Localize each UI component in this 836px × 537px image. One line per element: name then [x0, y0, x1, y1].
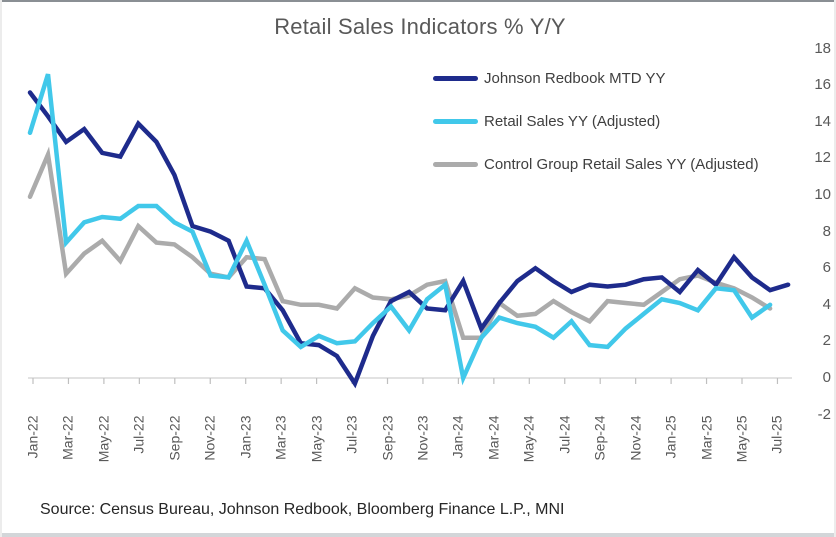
- x-axis-label-Jul-25: Jul-25: [768, 415, 785, 454]
- x-axis-label-Jul-24: Jul-24: [556, 415, 573, 454]
- legend-label-retail-sales: Retail Sales YY (Adjusted): [484, 113, 661, 130]
- x-axis-label-Jul-22: Jul-22: [130, 415, 147, 454]
- x-axis-label-Mar-23: Mar-23: [272, 415, 289, 460]
- retail-sales-line-swatch-icon: [433, 119, 478, 124]
- legend-label-redbook: Johnson Redbook MTD YY: [484, 70, 666, 87]
- x-axis-label-Nov-24: Nov-24: [627, 415, 644, 461]
- y-axis-label-0: 0: [822, 369, 831, 386]
- x-axis-label-Jan-25: Jan-25: [662, 415, 679, 459]
- x-axis-label-Mar-25: Mar-25: [698, 415, 715, 460]
- x-axis-label-Jan-23: Jan-23: [237, 415, 254, 459]
- y-axis-label-8: 8: [822, 222, 831, 240]
- redbook-line-swatch-icon: [433, 76, 478, 81]
- x-axis-label-Nov-22: Nov-22: [201, 415, 218, 461]
- y-axis-label-10: 10: [814, 186, 831, 203]
- legend-item-retail-sales: Retail Sales YY (Adjusted): [433, 113, 813, 130]
- x-axis-label-Nov-23: Nov-23: [414, 415, 431, 461]
- y-axis-label--2: -2: [817, 405, 831, 423]
- x-axis-label-Sep-24: Sep-24: [591, 415, 608, 461]
- x-axis-label-May-24: May-24: [520, 415, 537, 463]
- y-axis-label-16: 16: [814, 76, 831, 94]
- y-axis-label-12: 12: [814, 149, 831, 167]
- x-axis-label-May-22: May-22: [95, 415, 112, 463]
- y-axis-label-14: 14: [814, 112, 831, 130]
- x-axis-label-May-23: May-23: [308, 415, 325, 463]
- legend: Johnson Redbook MTD YY Retail Sales YY (…: [433, 70, 813, 199]
- y-axis-label-2: 2: [822, 332, 831, 350]
- plot-area: [27, 73, 792, 389]
- x-axis-label-Mar-24: Mar-24: [485, 415, 502, 460]
- card-top-border: [2, 0, 834, 2]
- y-axis-label-4: 4: [822, 295, 831, 313]
- source-note: Source: Census Bureau, Johnson Redbook, …: [40, 501, 565, 518]
- card-bottom-border: [2, 533, 834, 537]
- x-axis-label-Sep-23: Sep-23: [379, 415, 395, 461]
- x-axis-label-Sep-22: Sep-22: [166, 415, 183, 461]
- series-line-1: [27, 73, 773, 386]
- x-axis-label-Jan-24: Jan-24: [449, 415, 466, 459]
- legend-label-control-group: Control Group Retail Sales YY (Adjusted): [484, 156, 759, 173]
- x-axis-label-May-25: May-25: [733, 415, 750, 463]
- x-axis-label-Mar-22: Mar-22: [59, 415, 76, 460]
- chart-title: Retail Sales Indicators % Y/Y: [274, 14, 566, 39]
- x-axis-label-Jul-23: Jul-23: [343, 415, 360, 454]
- y-axis-label-6: 6: [822, 259, 831, 277]
- x-axis-label-Jan-22: Jan-22: [24, 415, 41, 459]
- legend-item-control-group: Control Group Retail Sales YY (Adjusted): [433, 156, 813, 173]
- control-group-line-swatch-icon: [433, 162, 478, 167]
- legend-item-redbook: Johnson Redbook MTD YY: [433, 70, 813, 87]
- y-axis-label-18: 18: [814, 39, 831, 57]
- series-line-0: [27, 90, 791, 389]
